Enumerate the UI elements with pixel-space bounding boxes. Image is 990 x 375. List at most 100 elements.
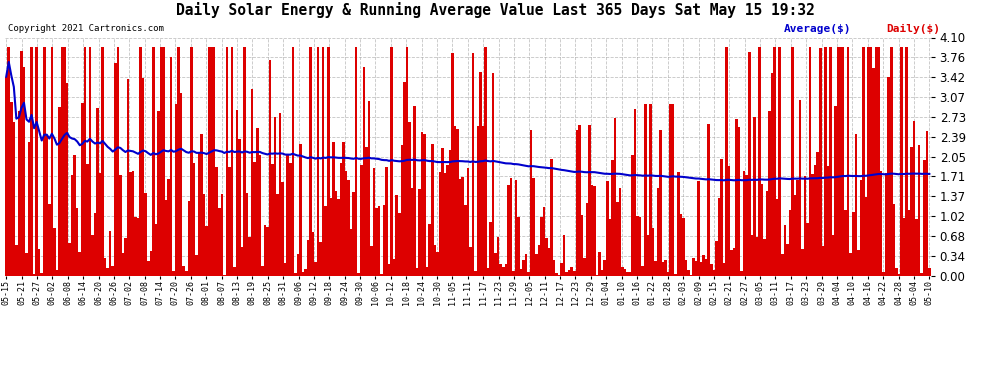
- Bar: [436, 252, 439, 276]
- Bar: [221, 194, 223, 276]
- Bar: [367, 101, 370, 276]
- Bar: [745, 175, 748, 276]
- Bar: [109, 231, 112, 276]
- Bar: [799, 100, 801, 276]
- Bar: [378, 206, 380, 276]
- Bar: [119, 176, 122, 276]
- Bar: [755, 237, 758, 276]
- Bar: [580, 215, 583, 276]
- Bar: [94, 213, 96, 276]
- Text: Daily($): Daily($): [886, 24, 940, 34]
- Bar: [106, 267, 109, 276]
- Bar: [154, 224, 157, 276]
- Bar: [36, 47, 38, 276]
- Bar: [543, 207, 545, 276]
- Bar: [274, 117, 276, 276]
- Bar: [193, 163, 195, 276]
- Bar: [492, 73, 494, 276]
- Bar: [380, 274, 383, 276]
- Bar: [586, 203, 588, 276]
- Bar: [50, 47, 53, 276]
- Bar: [203, 194, 205, 276]
- Bar: [294, 273, 297, 276]
- Bar: [817, 152, 819, 276]
- Bar: [185, 271, 187, 276]
- Bar: [372, 168, 375, 276]
- Bar: [911, 147, 913, 276]
- Bar: [563, 235, 565, 276]
- Bar: [679, 214, 682, 276]
- Bar: [822, 246, 824, 276]
- Bar: [250, 89, 253, 276]
- Bar: [507, 185, 510, 276]
- Bar: [578, 125, 580, 276]
- Bar: [347, 180, 349, 276]
- Bar: [315, 262, 317, 276]
- Bar: [49, 204, 50, 276]
- Bar: [132, 171, 135, 276]
- Bar: [801, 249, 804, 276]
- Bar: [411, 188, 413, 276]
- Bar: [297, 254, 299, 276]
- Bar: [413, 106, 416, 276]
- Bar: [510, 178, 512, 276]
- Bar: [99, 173, 101, 276]
- Bar: [327, 47, 330, 276]
- Bar: [317, 47, 320, 276]
- Bar: [248, 237, 250, 276]
- Bar: [390, 47, 393, 276]
- Bar: [570, 267, 573, 276]
- Bar: [362, 67, 365, 276]
- Bar: [857, 250, 859, 276]
- Bar: [78, 252, 81, 276]
- Bar: [814, 165, 817, 276]
- Bar: [349, 228, 352, 276]
- Bar: [609, 219, 611, 276]
- Bar: [284, 263, 286, 276]
- Bar: [89, 47, 91, 276]
- Bar: [624, 268, 627, 276]
- Bar: [234, 267, 236, 276]
- Bar: [776, 199, 778, 276]
- Bar: [320, 242, 322, 276]
- Bar: [596, 275, 598, 276]
- Bar: [515, 180, 517, 276]
- Bar: [547, 248, 550, 276]
- Bar: [550, 159, 552, 276]
- Bar: [175, 104, 177, 276]
- Bar: [398, 213, 401, 276]
- Bar: [142, 78, 145, 276]
- Bar: [147, 261, 149, 276]
- Bar: [812, 174, 814, 276]
- Bar: [644, 104, 646, 276]
- Bar: [697, 181, 700, 276]
- Bar: [117, 47, 119, 276]
- Text: Daily Solar Energy & Running Average Value Last 365 Days Sat May 15 19:32: Daily Solar Energy & Running Average Val…: [175, 2, 815, 18]
- Bar: [555, 273, 557, 276]
- Bar: [159, 47, 162, 276]
- Bar: [616, 202, 619, 276]
- Bar: [83, 47, 86, 276]
- Bar: [91, 235, 94, 276]
- Bar: [656, 188, 659, 276]
- Bar: [614, 118, 616, 276]
- Bar: [859, 180, 862, 276]
- Text: Copyright 2021 Cartronics.com: Copyright 2021 Cartronics.com: [8, 24, 163, 33]
- Bar: [916, 219, 918, 276]
- Bar: [748, 52, 750, 276]
- Bar: [177, 47, 180, 276]
- Bar: [726, 47, 728, 276]
- Bar: [545, 238, 547, 276]
- Bar: [890, 47, 893, 276]
- Bar: [256, 128, 258, 276]
- Bar: [646, 235, 649, 276]
- Bar: [627, 272, 629, 276]
- Bar: [875, 47, 877, 276]
- Bar: [355, 47, 357, 276]
- Bar: [8, 47, 10, 276]
- Bar: [804, 176, 806, 276]
- Bar: [928, 268, 931, 276]
- Bar: [456, 129, 459, 276]
- Bar: [453, 126, 456, 276]
- Bar: [778, 47, 781, 276]
